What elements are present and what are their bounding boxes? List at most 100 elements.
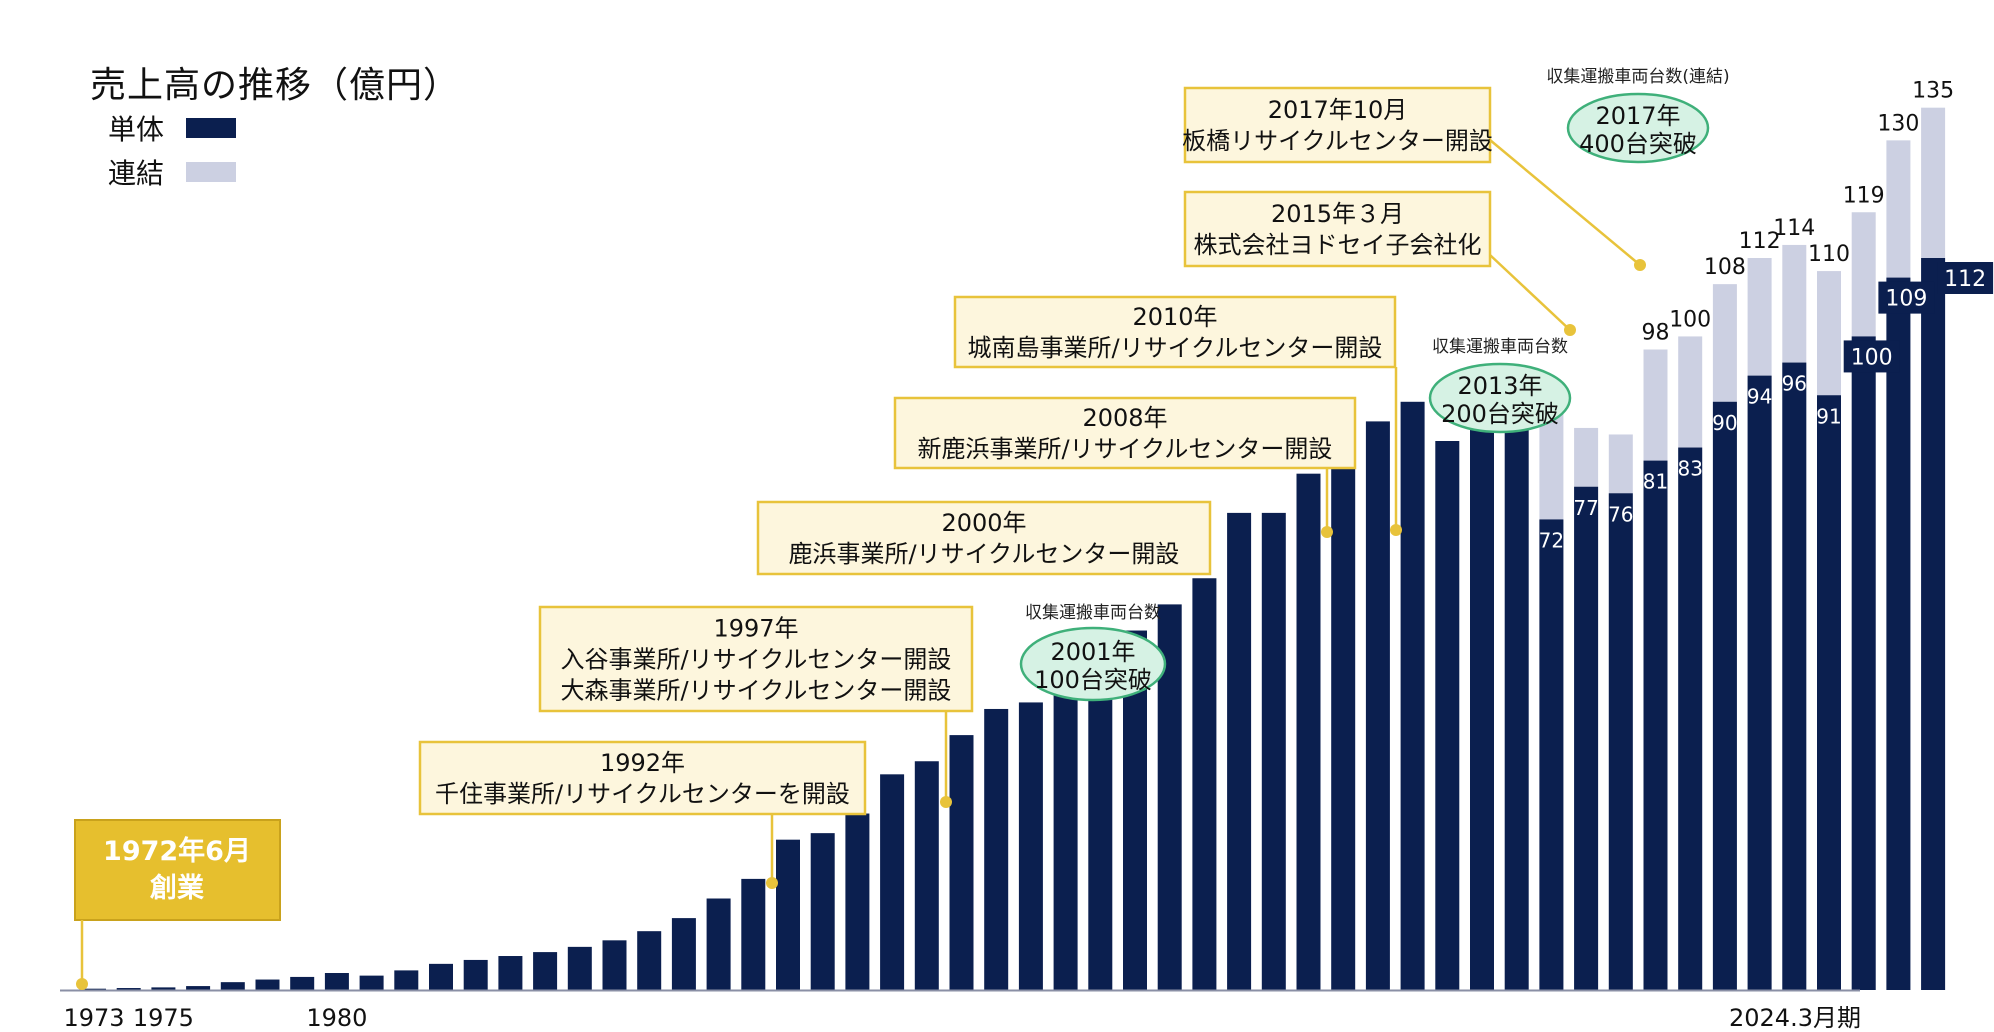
data-label-single: 100 bbox=[1851, 345, 1893, 370]
single-bar bbox=[1365, 421, 1390, 991]
x-tick-label: 1980 bbox=[306, 1004, 367, 1032]
annotation-text: 1992年 bbox=[600, 749, 685, 777]
founding-text: 創業 bbox=[150, 873, 204, 904]
x-tick-label: 1973 bbox=[63, 1004, 124, 1032]
annotation-box bbox=[953, 295, 1397, 369]
x-tick-label: 1975 bbox=[133, 1004, 194, 1032]
single-bar bbox=[220, 982, 245, 990]
legend-consolidated-swatch bbox=[186, 162, 237, 182]
annotation-dot bbox=[766, 877, 778, 889]
annotation-text: 城南島事業所/リサイクルセンター開設 bbox=[968, 334, 1383, 362]
single-bar bbox=[602, 940, 627, 990]
single-bar bbox=[706, 898, 731, 990]
data-label-box bbox=[1878, 281, 1935, 314]
single-bar bbox=[359, 975, 384, 990]
single-bar bbox=[567, 946, 592, 990]
data-label-consolidated: 110 bbox=[1808, 242, 1850, 267]
annotation-text: 大森事業所/リサイクルセンター開設 bbox=[561, 677, 952, 705]
data-label-box bbox=[1843, 340, 1900, 373]
x-tick-label: 2024.3月期 bbox=[1729, 1004, 1861, 1032]
single-bar bbox=[845, 813, 870, 990]
legend-consolidated: 連結 bbox=[108, 152, 237, 192]
single-bar bbox=[394, 970, 419, 990]
annotation-text: 千住事業所/リサイクルセンターを開設 bbox=[435, 780, 850, 808]
annotation-text: 2010年 bbox=[1132, 303, 1217, 331]
single-bar bbox=[290, 976, 315, 990]
annotation-text: 1997年 bbox=[713, 615, 798, 643]
single-bar bbox=[186, 986, 211, 990]
milestone-text: 200台突破 bbox=[1441, 400, 1559, 428]
annotation-text: 2000年 bbox=[941, 509, 1026, 537]
milestone-caption: 収集運搬車両台数 bbox=[1432, 337, 1568, 357]
data-label-single: 76 bbox=[1608, 502, 1633, 526]
annotation-box bbox=[756, 500, 1212, 576]
single-bar bbox=[1435, 441, 1460, 990]
single-bar bbox=[116, 988, 141, 990]
data-label-consolidated: 119 bbox=[1843, 183, 1885, 208]
single-bar bbox=[463, 959, 488, 990]
single-bar bbox=[255, 979, 280, 990]
annotation-box bbox=[1183, 86, 1492, 164]
data-label-single: 96 bbox=[1782, 372, 1807, 396]
single-bar bbox=[1851, 336, 1876, 990]
founding-text: 1972年6月 bbox=[103, 835, 251, 867]
data-label-single: 72 bbox=[1539, 528, 1564, 552]
data-label-consolidated: 135 bbox=[1912, 79, 1954, 104]
annotation-leader bbox=[1489, 139, 1641, 266]
annotation-box bbox=[538, 605, 974, 713]
milestone-text: 100台突破 bbox=[1034, 666, 1152, 694]
data-label-consolidated: 130 bbox=[1877, 111, 1919, 136]
single-bar bbox=[1782, 362, 1807, 991]
single-bar bbox=[1921, 258, 1946, 990]
annotation-dot bbox=[1390, 524, 1402, 536]
single-bar bbox=[1331, 454, 1356, 991]
milestone-caption: 収集運搬車両台数 bbox=[1025, 603, 1161, 623]
single-bar bbox=[324, 973, 349, 990]
single-bar bbox=[1088, 643, 1113, 990]
data-label-single: 77 bbox=[1573, 496, 1598, 520]
data-label-single: 109 bbox=[1885, 287, 1927, 312]
single-bar bbox=[1817, 395, 1841, 990]
data-label-consolidated: 100 bbox=[1669, 307, 1711, 332]
legend-single-label: 単体 bbox=[108, 113, 165, 146]
milestone-text: 2001年 bbox=[1050, 638, 1135, 666]
data-label-consolidated: 98 bbox=[1642, 321, 1670, 346]
single-bar bbox=[82, 988, 106, 990]
single-bar bbox=[949, 735, 974, 990]
single-bar bbox=[914, 761, 939, 990]
single-bar bbox=[1608, 493, 1633, 990]
data-label-consolidated: 112 bbox=[1739, 229, 1781, 254]
single-bar bbox=[984, 708, 1009, 990]
single-bar bbox=[1574, 486, 1599, 990]
single-bar bbox=[637, 931, 662, 990]
annotation-dot bbox=[940, 796, 952, 808]
single-bar bbox=[151, 987, 176, 990]
single-bar bbox=[810, 833, 835, 990]
founding-dot bbox=[76, 978, 88, 990]
data-label-box bbox=[1937, 262, 1994, 294]
annotation-text: 鹿浜事業所/リサイクルセンター開設 bbox=[789, 540, 1180, 568]
single-bar bbox=[1192, 578, 1217, 990]
single-bar bbox=[498, 956, 523, 990]
single-bar bbox=[1227, 512, 1252, 990]
annotation-text: 2008年 bbox=[1082, 404, 1167, 432]
annotation-box bbox=[418, 740, 867, 816]
single-bar bbox=[1643, 460, 1668, 990]
single-bar bbox=[1886, 277, 1911, 990]
milestone-text: 400台突破 bbox=[1579, 130, 1697, 158]
single-bar bbox=[429, 963, 453, 990]
annotation-text: 2015年３月 bbox=[1271, 200, 1404, 228]
milestone-text: 2017年 bbox=[1595, 102, 1680, 130]
legend-single: 単体 bbox=[108, 108, 237, 148]
single-bar bbox=[1539, 519, 1564, 990]
annotation-text: 新鹿浜事業所/リサイクルセンター開設 bbox=[918, 435, 1333, 463]
data-label-single: 94 bbox=[1747, 385, 1772, 409]
data-label-single: 90 bbox=[1712, 411, 1737, 435]
annotation-leader bbox=[1489, 254, 1571, 331]
single-bar bbox=[671, 918, 696, 990]
data-label-single: 81 bbox=[1643, 470, 1668, 494]
data-label-single: 83 bbox=[1677, 457, 1702, 481]
annotation-text: 株式会社ヨドセイ子会社化 bbox=[1194, 231, 1482, 259]
single-bar bbox=[1018, 702, 1043, 990]
